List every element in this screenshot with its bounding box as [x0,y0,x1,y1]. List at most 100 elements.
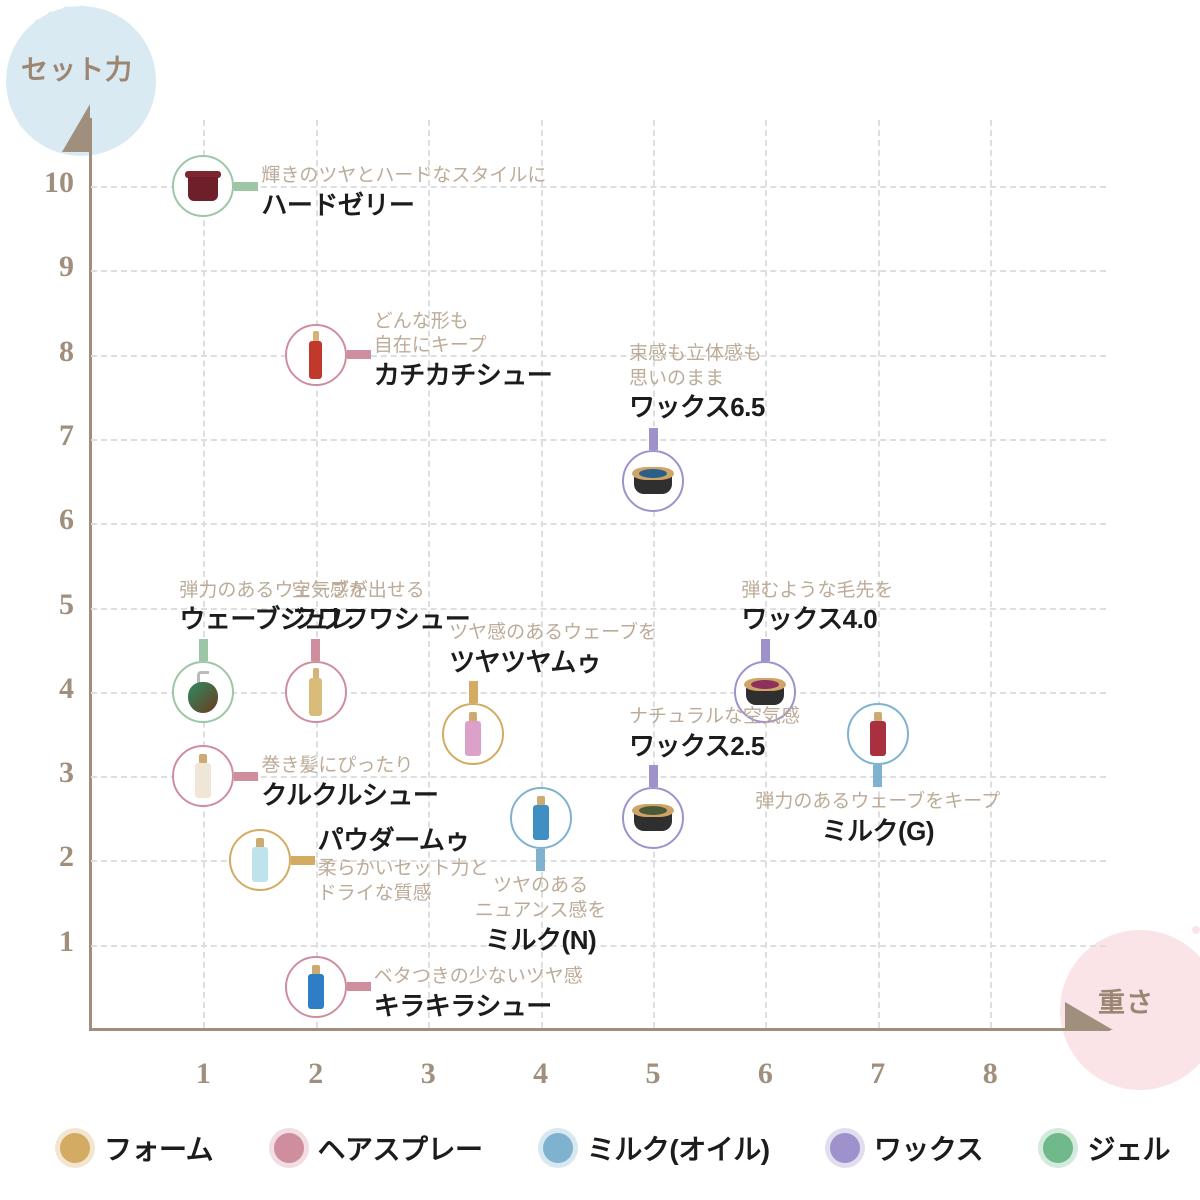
product-jar-icon [744,677,787,706]
gridline-vertical [203,120,206,1028]
x-tick-label: 1 [195,1057,211,1090]
gridline-vertical [315,120,318,1028]
data-point-name: ミルク(N) [485,924,597,955]
data-point-tagline: 空気感が出せる [291,579,425,601]
product-bottle-icon [465,711,482,756]
x-tick-label: 8 [982,1057,998,1090]
data-point-label: 輝きのツヤとハードなスタイルにハードゼリー [261,164,546,221]
y-tick-label: 9 [59,250,74,284]
product-bottle-icon [307,964,324,1009]
leader-line [760,638,770,661]
data-point-label: 巻き髪にぴったり クルクルシュー [261,754,438,811]
legend-item[interactable]: フォーム [55,1128,214,1168]
y-axis-arrow-icon [62,104,90,152]
y-axis-line [89,118,92,1031]
product-spray-icon [309,330,323,379]
data-point-tagline: 輝きのツヤとハードなスタイルに [261,165,547,186]
legend-label: ヘアスプレー [317,1134,484,1165]
data-point-tagline: 弾むような毛先を [741,579,894,601]
leader-line [346,982,371,992]
legend-item[interactable]: ワックス [824,1128,984,1168]
data-point-marker[interactable] [734,660,797,723]
data-point-name: ワックス4.0 [741,604,878,635]
gridline-horizontal [91,860,1106,863]
leader-line [648,428,658,451]
gridline-vertical [990,120,993,1028]
data-point-tagline: ツヤ感のあるウェーブを [449,621,658,643]
product-bottle-icon [195,754,212,799]
data-point-label: 弾むような毛先をワックス4.0 [741,579,893,636]
data-point-tagline: 巻き髪にぴったり [261,755,414,777]
y-tick-label: 8 [59,334,74,368]
data-point-marker[interactable] [172,745,235,808]
x-axis-arrow-icon [1065,1002,1113,1030]
x-tick-label: 6 [757,1057,773,1090]
gridline-horizontal [91,438,1106,441]
product-bottle-icon [251,838,268,883]
data-point-marker[interactable] [172,660,235,723]
data-point-marker[interactable] [846,702,909,765]
leader-line [290,855,315,865]
data-point-tagline: 柔らかいセット力と ドライな質感 [317,857,489,904]
data-point-label: ナチュラルな空気感 ワックス2.5 [629,705,800,762]
data-point-name: ワックス6.5 [629,392,765,423]
data-point-marker[interactable] [228,829,291,892]
gridline-vertical [540,120,543,1028]
gridline-vertical [877,120,880,1028]
data-point-name: ワックス2.5 [629,730,765,761]
leader-line [873,764,883,787]
product-tub-icon [185,171,222,201]
legend-item[interactable]: ミルク(オイル) [537,1128,770,1168]
y-tick-label: 5 [59,587,74,621]
data-point-name: クルクルシュー [261,779,439,810]
x-tick-label: 4 [533,1057,549,1090]
product-pump-bottle-icon [188,670,219,713]
data-point-label: どんな形も 自在にキープ カチカチシュー [374,310,553,392]
legend-label: ミルク(オイル) [586,1134,770,1165]
product-jar-icon [632,467,674,495]
data-point-label: 束感も立体感も 思いのまま ワックス6.5 [629,342,765,424]
data-point-label: ツヤ感のあるウェーブを ツヤツヤムゥ [449,621,657,678]
data-point-marker[interactable] [622,450,684,513]
data-point-marker[interactable] [284,955,347,1018]
x-tick-label: 2 [308,1057,324,1090]
data-point-label: 空気感が出せる フワフワシュー [292,579,471,636]
product-bottle-icon [532,796,549,841]
data-point-marker[interactable] [622,787,684,850]
y-tick-label: 4 [59,671,74,705]
data-point-marker[interactable] [172,155,235,217]
data-point-marker[interactable] [284,323,347,386]
leader-line [311,638,321,661]
data-point-marker[interactable] [284,660,347,723]
leader-line [234,181,259,191]
gridline-vertical [653,120,655,1028]
gridline-horizontal [91,354,1106,357]
data-point-name: ウェーブジュレ [179,604,354,635]
leader-line [234,771,259,781]
gridline-horizontal [91,186,1106,188]
gridline-horizontal [91,270,1106,273]
leader-line [648,765,658,788]
data-point-name: カチカチシュー [373,359,553,390]
y-tick-label: 2 [59,840,74,874]
y-tick-label: 3 [59,756,74,790]
x-tick-label: 3 [420,1057,436,1090]
gridline-horizontal [91,776,1106,779]
data-point-tagline: ベタつきの少ないツヤ感 [373,965,583,987]
legend-item[interactable]: ジェル [1038,1128,1170,1168]
product-spray-icon [309,667,323,716]
y-tick-label: 6 [59,503,74,537]
y-tick-label: 10 [44,166,74,199]
legend-color-swatch [537,1128,578,1168]
data-point-tagline: どんな形も 自在にキープ [373,310,487,357]
data-point-marker[interactable] [509,787,572,850]
leader-line [536,849,546,872]
data-point-marker[interactable] [442,702,505,765]
legend-item[interactable]: ヘアスプレー [268,1128,484,1168]
legend-label: フォーム [104,1134,214,1165]
data-point-tagline: 束感も立体感も 思いのまま [629,343,763,389]
leader-line [468,680,478,703]
product-bottle-icon [869,711,886,756]
data-point-name: ハードゼリー [261,189,415,220]
